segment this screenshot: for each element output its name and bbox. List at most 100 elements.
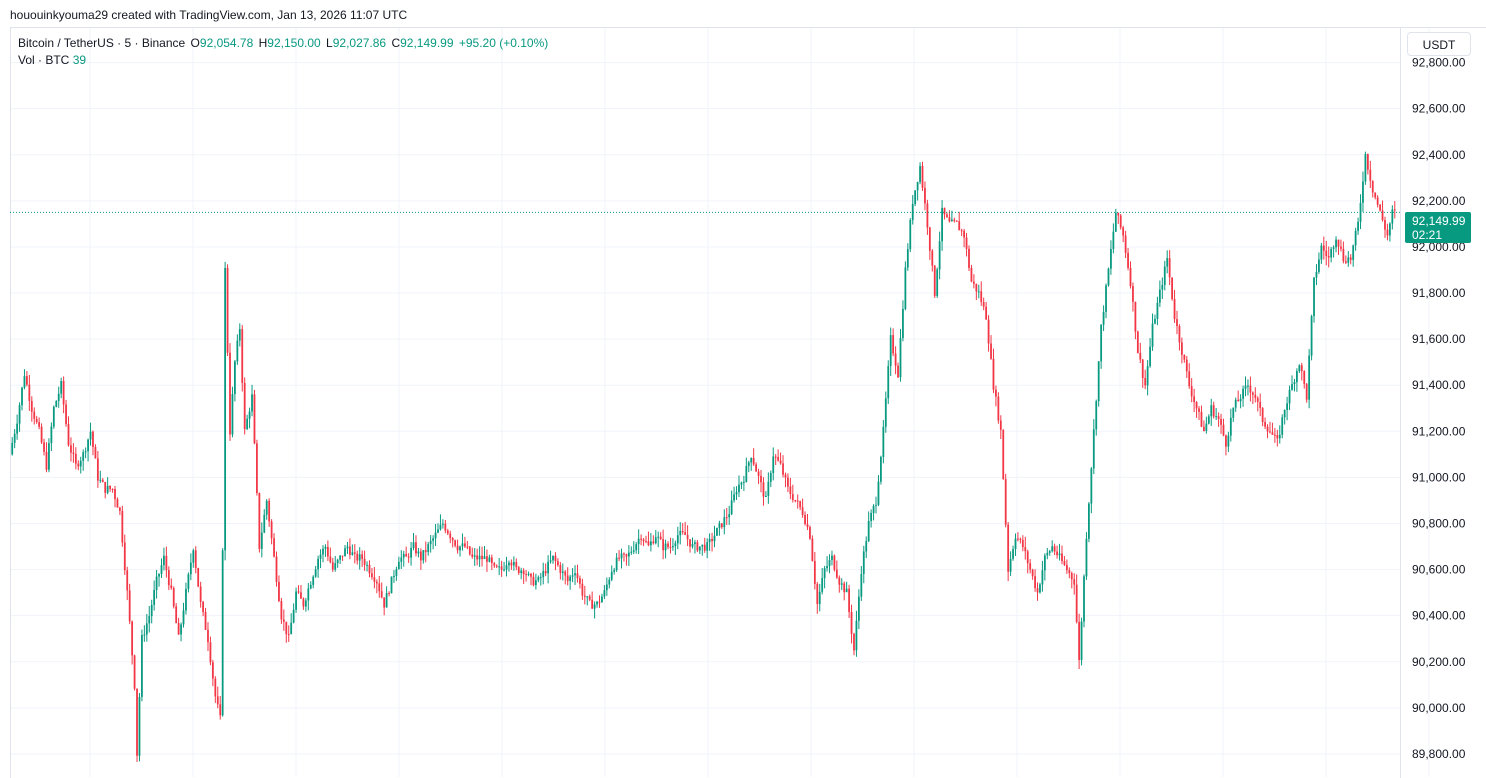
- candle-body: [909, 220, 912, 250]
- price-tick-label: 91,400.00: [1412, 378, 1466, 392]
- candle-body: [1080, 621, 1083, 660]
- candle-body: [674, 543, 677, 547]
- candle-body: [246, 418, 249, 430]
- candle-body: [393, 575, 395, 577]
- candle-body: [500, 566, 503, 570]
- candle-body: [941, 207, 943, 242]
- candle-body: [1002, 429, 1005, 480]
- candle-body: [872, 505, 875, 514]
- candle-body: [1185, 359, 1188, 372]
- candle-body: [1019, 538, 1022, 540]
- candle-body: [1068, 570, 1071, 574]
- candle-body: [791, 493, 794, 500]
- candle-body: [388, 593, 390, 595]
- candle-body: [446, 530, 449, 534]
- currency-button[interactable]: USDT: [1407, 32, 1471, 56]
- candle-body: [422, 550, 425, 561]
- candle-body: [180, 624, 182, 635]
- candle-body: [1203, 426, 1205, 431]
- candle-body: [1315, 271, 1318, 278]
- change-value: +95.20 (+0.10%): [458, 36, 549, 50]
- candle-body: [1366, 154, 1369, 170]
- candle-body: [1029, 563, 1032, 570]
- candle-body: [512, 562, 515, 566]
- candle-body: [1362, 181, 1364, 203]
- candle-body: [312, 576, 315, 585]
- candle-body: [1161, 285, 1164, 290]
- candle-body: [390, 576, 393, 594]
- candle-body: [419, 551, 422, 561]
- candle-body: [975, 283, 978, 292]
- candle-body: [378, 583, 381, 592]
- close-label: C: [391, 36, 401, 50]
- candle-body: [948, 217, 951, 222]
- candle-body: [1335, 239, 1337, 248]
- candle-body: [831, 555, 833, 561]
- candle-body: [838, 577, 841, 585]
- candle-body: [1043, 555, 1046, 571]
- candle-body: [720, 523, 723, 528]
- candle-body: [522, 570, 525, 575]
- candle-body: [21, 387, 23, 406]
- candle-body: [476, 555, 479, 560]
- candle-body: [202, 601, 204, 612]
- candle-body: [968, 248, 970, 268]
- symbol-title[interactable]: Bitcoin / TetherUS · 5 · Binance: [18, 36, 186, 50]
- candle-body: [189, 562, 192, 575]
- candle-body: [899, 338, 902, 378]
- candle-body: [302, 598, 305, 607]
- candle-body: [1220, 418, 1222, 425]
- candle-body: [175, 606, 178, 624]
- candle-body: [268, 500, 271, 522]
- candle-body: [637, 538, 640, 545]
- ohlc-row: Bitcoin / TetherUS · 5 · Binance O92,054…: [18, 35, 548, 52]
- candle-body: [857, 596, 860, 621]
- candle-body: [92, 431, 94, 447]
- candle-body: [366, 564, 368, 566]
- candle-body: [1004, 479, 1007, 525]
- candle-body: [65, 404, 67, 425]
- candle-body: [1070, 573, 1073, 580]
- candle-body: [329, 556, 332, 563]
- candle-body: [1234, 399, 1237, 408]
- candle-body: [114, 489, 116, 500]
- chart-pane[interactable]: [10, 27, 1401, 778]
- candle-body: [1141, 359, 1144, 378]
- candle-body: [172, 588, 175, 607]
- candle-body: [1291, 384, 1293, 390]
- candle-body: [542, 570, 545, 578]
- candle-body: [380, 591, 383, 598]
- candle-body: [716, 527, 718, 536]
- candle-body: [371, 573, 373, 578]
- volume-label[interactable]: Vol · BTC: [18, 53, 70, 67]
- price-ticks: 89,800.00 90,000.00 90,200.00 90,400.00 90,6…: [1412, 56, 1466, 761]
- candle-body: [1286, 403, 1289, 410]
- candle-body: [1232, 407, 1235, 418]
- candle-body: [351, 552, 354, 555]
- candle-body: [363, 558, 366, 565]
- candle-body: [270, 521, 273, 539]
- price-tick-label: 90,000.00: [1412, 701, 1466, 715]
- candle-body: [1210, 405, 1213, 417]
- candle-body: [999, 420, 1002, 430]
- candle-body: [290, 622, 293, 635]
- candle-body: [1136, 331, 1139, 353]
- candle-body: [353, 552, 356, 554]
- candle-body: [33, 411, 36, 419]
- candle-body: [43, 442, 45, 452]
- price-tick-label: 92,400.00: [1412, 148, 1466, 162]
- open-label: O: [190, 36, 200, 50]
- candle-body: [742, 481, 745, 483]
- candle-body: [57, 393, 60, 402]
- candle-body: [1300, 365, 1303, 372]
- candle-body: [662, 539, 665, 551]
- candle-body: [1090, 468, 1093, 504]
- candle-body: [192, 550, 195, 563]
- candle-body: [669, 546, 672, 548]
- candle-body: [1325, 250, 1328, 257]
- candle-body: [897, 365, 899, 378]
- price-scale[interactable]: [1400, 27, 1486, 778]
- candle-body: [412, 542, 415, 548]
- candle-body: [520, 570, 523, 574]
